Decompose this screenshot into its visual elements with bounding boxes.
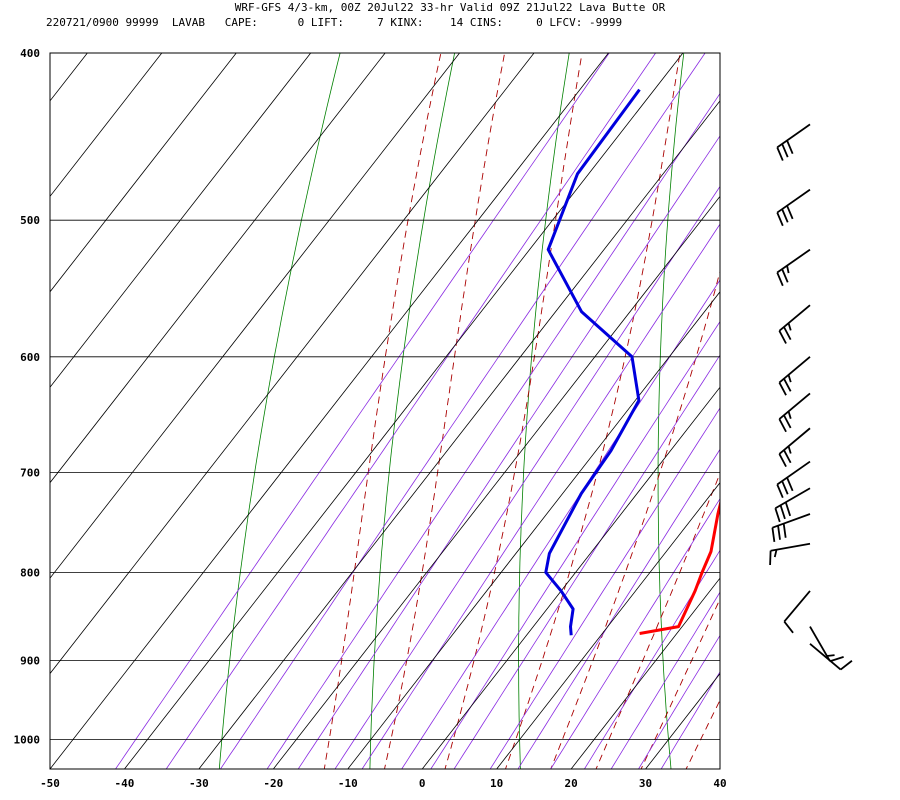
isotherm	[50, 53, 535, 675]
isotherm	[273, 195, 720, 769]
x-tick-label: 20	[564, 777, 577, 790]
plot-frame	[49, 52, 721, 770]
wind-barb	[776, 248, 811, 287]
isotherm	[50, 53, 609, 769]
moist-adiabat	[505, 53, 681, 769]
wind-barb	[778, 392, 811, 433]
isotherm	[124, 53, 684, 769]
wind-barb	[769, 542, 811, 566]
isotherm	[0, 53, 13, 769]
x-tick-label: 40	[713, 777, 726, 790]
chart-title: WRF-GFS 4/3-km, 00Z 20Jul22 33-hr Valid …	[235, 1, 666, 14]
mixing-ratio-line	[610, 591, 720, 769]
mixing-ratio-line	[334, 185, 720, 769]
wind-barb	[783, 590, 811, 634]
x-tick-label: -30	[189, 777, 209, 790]
wind-barb	[774, 487, 811, 523]
x-tick-label: -40	[115, 777, 135, 790]
moist-adiabat	[323, 53, 442, 769]
wind-barb	[778, 427, 811, 468]
mixing-ratio-line	[401, 279, 720, 769]
mixing-ratio-line	[583, 549, 720, 769]
mixing-ratio-line	[550, 497, 720, 769]
mixing-ratio-line	[165, 53, 657, 769]
dry-adiabat	[218, 53, 341, 769]
x-tick-label: -50	[40, 777, 60, 790]
mixing-ratio-line	[361, 223, 720, 769]
x-tick-label: -20	[263, 777, 283, 790]
y-tick-label: 800	[20, 566, 40, 579]
mixing-ratio-line	[297, 135, 720, 769]
moist-adiabat	[444, 53, 583, 769]
isotherm	[50, 53, 460, 579]
x-tick-label: 30	[639, 777, 652, 790]
moist-adiabat	[384, 53, 506, 769]
isotherm	[421, 386, 720, 769]
dry-adiabat	[657, 53, 685, 769]
isotherm	[50, 53, 386, 484]
temperature-profile	[639, 499, 720, 635]
y-tick-label: 600	[20, 351, 40, 364]
x-axis-ticks: -50 -40 -30 -20 -10 0 10 20 30 40	[40, 777, 727, 790]
wind-barb	[776, 123, 811, 161]
mixing-ratio-line	[489, 407, 720, 769]
isotherm	[50, 53, 237, 293]
moist-adiabat	[550, 269, 720, 769]
x-tick-label: 10	[490, 777, 503, 790]
mixing-ratio-line	[430, 320, 720, 769]
moist-adiabat	[685, 699, 720, 769]
wind-barb	[771, 513, 811, 542]
y-tick-label: 700	[20, 466, 40, 479]
isotherm	[50, 53, 312, 388]
y-tick-label: 400	[20, 47, 40, 60]
isotherm	[570, 577, 720, 769]
moist-adiabat	[595, 472, 720, 769]
grid	[0, 52, 720, 769]
mixing-ratio-line	[220, 53, 706, 769]
x-tick-label: -10	[338, 777, 358, 790]
mixing-ratio-line	[660, 671, 720, 769]
isotherm	[50, 53, 88, 102]
y-tick-label: 500	[20, 214, 40, 227]
x-tick-label: 0	[419, 777, 426, 790]
moist-adiabat	[640, 597, 720, 769]
y-tick-label: 900	[20, 655, 40, 668]
background-lines	[115, 15, 900, 784]
isotherm	[198, 100, 720, 769]
mixing-ratio-line	[453, 354, 720, 769]
moist-adiabat	[768, 15, 900, 784]
moist-adiabat	[724, 15, 900, 784]
wind-barb	[809, 626, 844, 663]
mixing-ratio-line	[266, 92, 720, 769]
isotherm	[719, 768, 720, 769]
isotherm	[347, 291, 720, 769]
wind-barb	[776, 460, 811, 499]
dry-adiabat	[789, 15, 824, 784]
mixing-ratio-line	[517, 448, 720, 769]
isotherm	[50, 53, 163, 198]
mixing-ratio-line	[638, 634, 720, 769]
wind-barb	[776, 188, 811, 227]
dry-adiabat	[518, 53, 570, 769]
dry-adiabat	[369, 53, 456, 769]
station-indices-line: 220721/0900 99999 LAVAB CAPE: 0 LIFT: 7 …	[46, 16, 622, 29]
dewpoint-profile	[544, 88, 641, 636]
y-axis-ticks: 400 500 600 700 800 900 1000	[14, 47, 41, 747]
mixing-ratio-line	[115, 53, 610, 769]
wind-barb	[778, 304, 811, 344]
y-tick-label: 1000	[14, 734, 41, 747]
profile-lines	[544, 88, 720, 636]
wind-barb	[778, 356, 811, 396]
wind-barbs	[769, 123, 853, 671]
isotherm	[496, 482, 720, 769]
wind-barb	[809, 643, 853, 671]
